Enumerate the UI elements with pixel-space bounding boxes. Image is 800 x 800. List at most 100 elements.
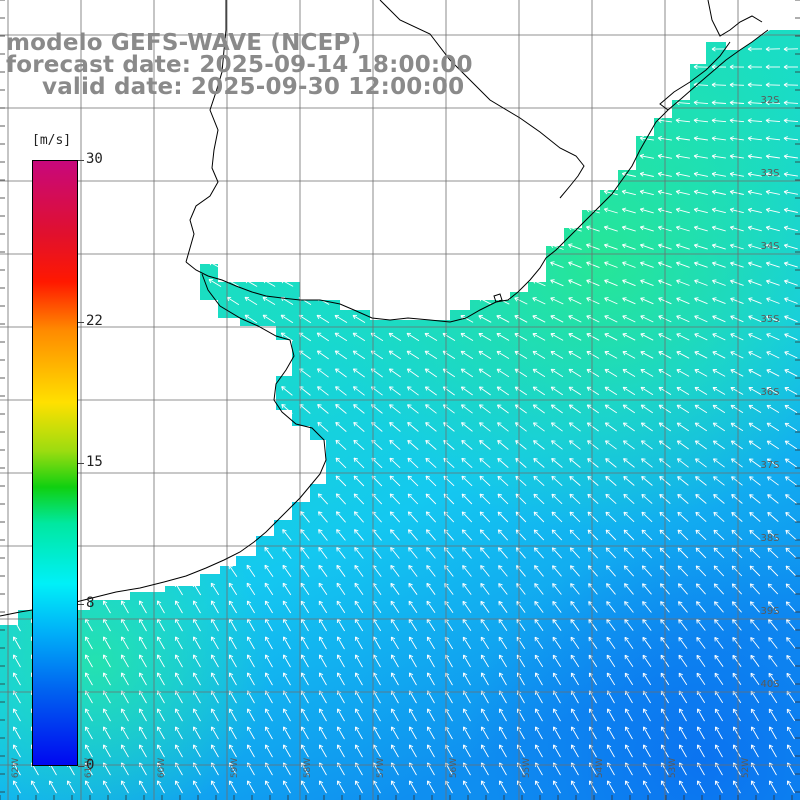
wind-arrow — [605, 529, 617, 541]
lon-label: 62W — [11, 758, 21, 778]
wind-arrow — [729, 225, 744, 232]
wind-arrow — [210, 726, 219, 740]
wind-arrow — [390, 780, 399, 794]
wind-arrow — [765, 207, 780, 214]
wind-arrow — [354, 529, 364, 541]
wind-arrow — [532, 297, 546, 305]
wind-arrow — [462, 600, 472, 613]
wind-arrow — [676, 422, 690, 432]
wind-arrow — [156, 672, 165, 686]
wind-arrow — [426, 582, 436, 595]
lon-label: 52W — [741, 758, 751, 778]
wind-arrow — [623, 547, 635, 559]
wind-arrow — [640, 279, 654, 287]
wind-arrow — [479, 440, 491, 450]
wind-arrow — [462, 780, 471, 794]
wind-arrow — [390, 529, 400, 541]
wind-arrow — [480, 582, 490, 595]
lat-label: 36S — [760, 387, 779, 398]
wind-arrow — [729, 100, 745, 106]
wind-arrow — [102, 780, 111, 794]
wind-arrow — [335, 439, 347, 451]
wind-arrow — [246, 636, 255, 650]
wind-arrow — [532, 422, 545, 432]
wind-arrow — [138, 654, 147, 668]
wind-arrow — [156, 780, 165, 794]
wind-arrow — [461, 529, 473, 541]
wind-arrow — [408, 708, 417, 722]
wind-arrow — [407, 493, 419, 505]
wind-arrow — [622, 243, 636, 250]
lon-label: 55W — [522, 758, 532, 778]
wind-arrow — [712, 333, 726, 341]
wind-arrow — [675, 135, 690, 141]
wind-arrow — [732, 726, 741, 740]
wind-arrow — [478, 297, 492, 305]
wind-arrow — [460, 404, 473, 414]
wind-arrow — [407, 511, 419, 523]
wind-arrow — [496, 315, 510, 323]
wind-arrow — [783, 82, 799, 88]
wind-arrow — [587, 440, 599, 450]
wind-arrow — [784, 351, 798, 359]
wind-arrow — [550, 350, 564, 359]
wind-arrow — [677, 511, 689, 523]
wind-arrow — [460, 350, 474, 360]
wind-arrow — [675, 153, 690, 159]
wind-arrow — [569, 565, 580, 577]
wind-arrow — [693, 100, 709, 106]
wind-arrow — [693, 171, 708, 177]
wind-arrow — [586, 315, 600, 323]
wind-arrow — [551, 547, 563, 559]
wind-arrow — [747, 136, 762, 141]
wind-arrow — [228, 582, 238, 596]
wind-arrow — [712, 351, 726, 359]
wind-arrow — [713, 476, 725, 486]
wind-arrow — [784, 279, 798, 286]
wind-arrow — [748, 440, 762, 450]
wind-arrow — [641, 547, 653, 559]
wind-arrow — [588, 744, 597, 758]
wind-arrow — [425, 511, 437, 523]
wind-arrow — [156, 726, 165, 740]
wind-arrow — [730, 333, 744, 341]
wind-arrow — [300, 529, 310, 541]
wind-arrow — [783, 261, 798, 268]
wind-arrow — [425, 493, 437, 505]
wind-arrow — [335, 421, 347, 432]
wind-arrow — [48, 780, 57, 794]
wind-arrow — [282, 636, 291, 650]
wind-arrow — [677, 476, 689, 486]
wind-arrow — [228, 726, 237, 740]
wind-arrow — [264, 780, 273, 794]
valid-date: valid date: 2025-09-30 12:00:00 — [42, 74, 465, 100]
wind-arrow — [678, 672, 688, 686]
lat-label: 35S — [760, 314, 779, 325]
wind-arrow — [570, 744, 579, 758]
wind-arrow — [318, 708, 327, 722]
wind-arrow — [318, 600, 328, 614]
wind-arrow — [711, 118, 727, 124]
wind-arrow — [12, 780, 21, 794]
wind-arrow — [783, 171, 798, 177]
wind-arrow — [731, 583, 743, 595]
wind-arrow — [641, 565, 653, 577]
wind-arrow — [550, 386, 564, 396]
wind-arrow — [693, 225, 708, 232]
wind-arrow — [120, 744, 129, 758]
wind-arrow — [641, 458, 653, 468]
wind-arrow — [550, 297, 564, 305]
wind-arrow — [747, 171, 762, 177]
wind-arrow — [748, 315, 762, 323]
wind-arrow — [552, 672, 561, 686]
wind-arrow — [642, 583, 652, 595]
wind-arrow — [784, 404, 798, 413]
wind-arrow — [747, 100, 763, 106]
wind-arrow — [281, 403, 293, 414]
wind-arrow — [228, 600, 237, 614]
wind-arrow — [300, 708, 309, 722]
wind-arrow — [622, 279, 636, 287]
wind-arrow — [244, 296, 258, 306]
wind-arrow — [676, 315, 690, 323]
wind-arrow — [208, 261, 222, 269]
